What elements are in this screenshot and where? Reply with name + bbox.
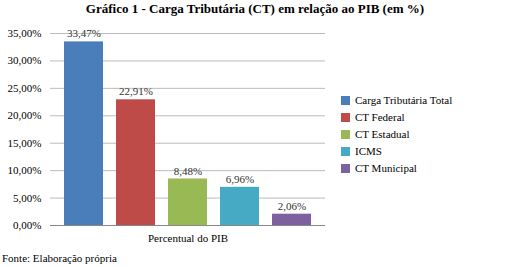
svg-text:10,00%: 10,00%	[8, 164, 42, 176]
html-text:Gráfico 1 - Carga Tributária (: Gráfico 1 - Carga Tributária (CT) em rel…	[85, 1, 425, 16]
svg-text:35,00%: 35,00%	[8, 27, 42, 39]
html-text:CT Municipal: CT Municipal	[355, 162, 417, 174]
svg-text:6,96%: 6,96%	[226, 173, 254, 185]
svg-text:30,00%: 30,00%	[8, 54, 42, 66]
svg-text:33,47%: 33,47%	[67, 27, 101, 39]
html-text:ICMS: ICMS	[355, 145, 382, 157]
svg-text:20,00%: 20,00%	[8, 109, 42, 121]
html-text:CT Federal: CT Federal	[355, 111, 405, 123]
svg-text:Percentual do PIB: Percentual do PIB	[148, 232, 228, 244]
html-text:CT Estadual: CT Estadual	[355, 128, 410, 140]
html-text:Carga Tributária Total: Carga Tributária Total	[355, 94, 453, 106]
svg-text:25,00%: 25,00%	[8, 82, 42, 94]
svg-text:22,91%: 22,91%	[119, 85, 153, 97]
svg-text:0,00%: 0,00%	[13, 219, 41, 231]
svg-text:15,00%: 15,00%	[8, 137, 42, 149]
svg-text:2,06%: 2,06%	[278, 200, 306, 212]
svg-text:8,48%: 8,48%	[174, 165, 202, 177]
html-text:Fonte: Elaboração própria: Fonte: Elaboração própria	[2, 252, 117, 264]
svg-text:5,00%: 5,00%	[13, 192, 41, 204]
